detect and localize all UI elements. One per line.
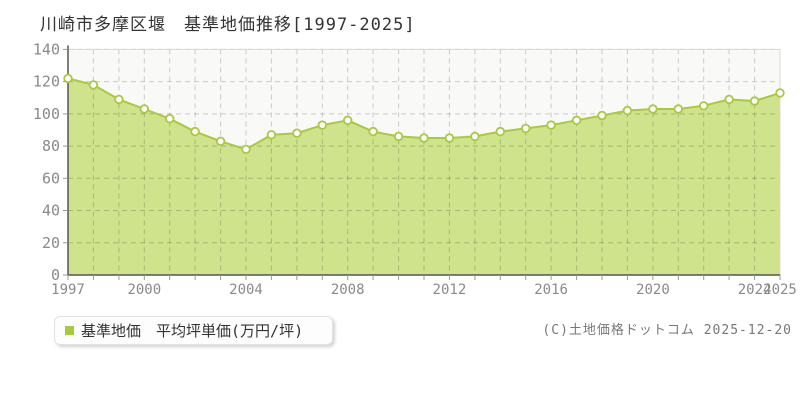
legend-label: 基準地価 平均坪単価(万円/坪) bbox=[81, 322, 304, 340]
x-tick-label: 2004 bbox=[229, 282, 263, 298]
y-tick-label: 40 bbox=[42, 202, 60, 220]
legend-marker-icon bbox=[65, 326, 74, 335]
x-tick-label: 2012 bbox=[433, 282, 467, 298]
x-tick-label: 2024 bbox=[738, 282, 772, 298]
x-tick-label: 2025 bbox=[763, 282, 797, 298]
legend: 基準地価 平均坪単価(万円/坪) bbox=[54, 316, 333, 345]
data-point-2024[interactable] bbox=[749, 96, 760, 106]
data-point-2006[interactable] bbox=[292, 128, 302, 138]
data-point-2010[interactable] bbox=[393, 131, 404, 142]
data-point-2001[interactable] bbox=[164, 113, 175, 124]
data-point-2022[interactable] bbox=[699, 101, 709, 111]
data-point-2025[interactable] bbox=[775, 88, 785, 98]
data-point-2020[interactable] bbox=[648, 104, 658, 114]
data-point-2021[interactable] bbox=[673, 104, 683, 114]
x-tick-label: 2020 bbox=[636, 282, 670, 298]
y-axis-labels: 0 20 40 60 80 100 120 140 bbox=[33, 40, 60, 284]
data-point-1997[interactable] bbox=[63, 73, 73, 84]
data-point-2018[interactable] bbox=[597, 110, 607, 121]
price-area bbox=[68, 78, 780, 276]
y-tick-label: 0 bbox=[51, 266, 60, 284]
data-point-2023[interactable] bbox=[724, 94, 734, 105]
data-point-2013[interactable] bbox=[470, 131, 480, 142]
data-point-2000[interactable] bbox=[139, 104, 149, 114]
data-point-2009[interactable] bbox=[368, 126, 378, 137]
x-tick-label: 1997 bbox=[51, 282, 85, 298]
copyright-note: (C)土地価格ドットコム 2025-12-20 bbox=[542, 323, 792, 338]
data-point-2017[interactable] bbox=[571, 115, 582, 125]
data-point-2008[interactable] bbox=[343, 115, 353, 125]
data-point-1998[interactable] bbox=[88, 80, 99, 90]
data-point-2014[interactable] bbox=[495, 126, 505, 137]
y-tick-label: 80 bbox=[42, 137, 60, 155]
y-tick-label: 20 bbox=[42, 234, 60, 252]
data-point-2019[interactable] bbox=[622, 105, 633, 116]
data-point-2005[interactable] bbox=[266, 130, 277, 140]
y-tick-label: 140 bbox=[33, 40, 60, 58]
data-point-2015[interactable] bbox=[521, 123, 531, 134]
data-point-2002[interactable] bbox=[190, 126, 200, 137]
page-title: 川崎市多摩区堰 基準地価推移[1997-2025] bbox=[40, 15, 416, 35]
x-tick-label: 2016 bbox=[534, 282, 568, 298]
data-point-2003[interactable] bbox=[215, 136, 226, 146]
data-point-2011[interactable] bbox=[419, 133, 429, 143]
gridlines bbox=[68, 48, 781, 275]
y-tick-label: 60 bbox=[42, 169, 60, 187]
x-tick-label: 2008 bbox=[331, 282, 365, 298]
x-tick-label: 2000 bbox=[127, 282, 161, 298]
data-point-2004[interactable] bbox=[241, 144, 251, 154]
data-point-1999[interactable] bbox=[114, 94, 124, 105]
data-point-2012[interactable] bbox=[444, 133, 455, 143]
y-tick-label: 100 bbox=[33, 105, 60, 123]
data-point-2007[interactable] bbox=[317, 120, 327, 130]
data-point-2016[interactable] bbox=[546, 120, 556, 130]
y-tick-label: 120 bbox=[33, 73, 60, 91]
data-points bbox=[63, 73, 785, 154]
